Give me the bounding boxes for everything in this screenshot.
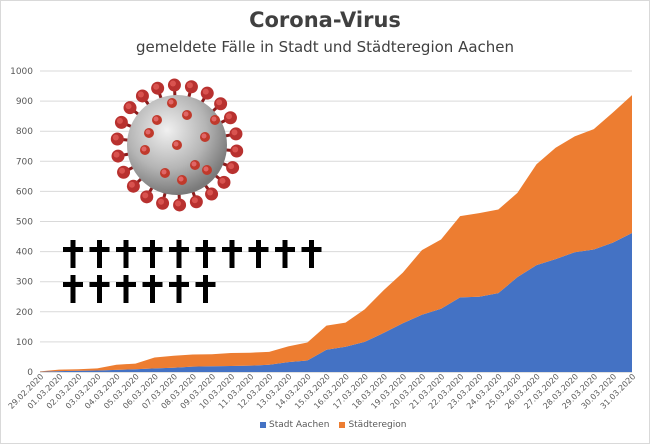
cross-icon	[89, 240, 110, 268]
y-tick-label: 0	[27, 368, 33, 378]
cross-icon	[275, 240, 295, 268]
legend-label-stadt: Stadt Aachen	[269, 420, 330, 430]
cross-icon	[301, 240, 322, 268]
y-tick-label: 500	[16, 218, 33, 228]
y-tick-label: 900	[16, 97, 33, 107]
cross-icon	[116, 240, 136, 268]
cross-icon	[142, 240, 163, 268]
cross-icon	[248, 240, 269, 268]
cross-icon	[195, 275, 216, 303]
y-tick-label: 700	[16, 157, 33, 167]
y-tick-label: 100	[16, 338, 33, 348]
cross-icon	[89, 275, 110, 303]
y-tick-label: 600	[16, 187, 33, 197]
y-tick-label: 1000	[10, 67, 33, 77]
y-tick-label: 400	[16, 248, 33, 258]
y-axis: 0 100 200 300 400 500 600 700 800 900 1000	[10, 67, 33, 378]
cross-icon	[63, 275, 83, 303]
cross-icon	[169, 240, 189, 268]
legend-item-stadt: Stadt Aachen	[260, 420, 329, 430]
cross-icon	[195, 240, 216, 268]
x-axis: 29.02.202001.03.202002.03.202003.03.2020…	[7, 372, 638, 411]
legend-swatch-staedteregion	[339, 422, 346, 428]
cross-icon	[116, 275, 136, 303]
legend-label-staedteregion: Städteregion	[348, 420, 407, 430]
cross-icon	[222, 240, 242, 268]
series-areas	[40, 95, 632, 372]
coronavirus-icon	[110, 78, 244, 212]
series-area-1	[40, 95, 632, 372]
cross-icon	[169, 275, 189, 303]
series-area-0	[40, 232, 632, 372]
chart-legend: Stadt Aachen Städteregion	[260, 420, 406, 430]
chart-subtitle: gemeldete Fälle in Stadt und Städteregio…	[135, 38, 515, 56]
crosses-group	[63, 240, 322, 303]
y-tick-label: 800	[16, 127, 33, 137]
y-tick-label: 300	[16, 278, 33, 288]
cross-icon	[142, 275, 163, 303]
y-tick-label: 200	[16, 308, 33, 318]
legend-item-staedteregion: Städteregion	[339, 420, 406, 430]
cross-icon	[63, 240, 83, 268]
legend-swatch-stadt	[260, 422, 266, 428]
chart-title: Corona-Virus	[249, 8, 401, 32]
